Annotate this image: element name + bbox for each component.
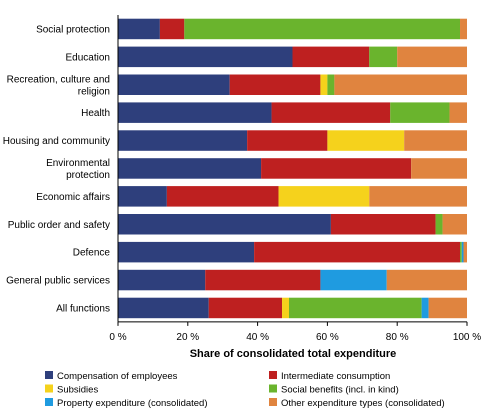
x-axis: 0 % 20 % 40 % 60 % 80 % 100 %	[109, 15, 481, 343]
legend-swatch	[45, 398, 53, 406]
bar-segment	[118, 102, 272, 123]
bar-segment	[208, 297, 283, 319]
x-tick-label: 60 %	[316, 332, 339, 343]
legend-swatch	[269, 371, 277, 379]
bar-segment	[118, 18, 160, 40]
legend-label: Subsidies	[57, 385, 98, 396]
bar-segment	[369, 46, 398, 68]
bar-segment	[118, 46, 293, 68]
bar-segment	[166, 186, 279, 207]
category-label: Health	[81, 108, 110, 119]
bar-segment	[278, 186, 370, 207]
bar-segment	[421, 297, 429, 319]
category-label: religion	[78, 86, 110, 97]
legend-label: Compensation of employees	[57, 371, 178, 382]
legend-swatch	[45, 384, 53, 393]
category-label: General public services	[6, 276, 110, 287]
x-tick-label: 0 %	[109, 332, 126, 343]
bar-segment	[461, 241, 464, 263]
category-label: Social protection	[36, 25, 110, 36]
bar-segment	[118, 241, 255, 263]
bars-layer	[118, 18, 467, 319]
category-label: protection	[66, 170, 110, 181]
bar-segment	[449, 102, 467, 123]
x-axis-title: Share of consolidated total expenditure	[190, 348, 397, 360]
bar-segment	[118, 130, 248, 151]
bar-segment	[320, 74, 328, 95]
bar-segment	[247, 130, 328, 151]
category-label: Environmental	[46, 158, 110, 169]
bar-segment	[118, 186, 167, 207]
legend-swatch	[269, 384, 277, 393]
bar-segment	[435, 214, 443, 235]
bar-segment	[460, 241, 462, 263]
category-labels: Social protection Education Recreation, cu…	[3, 25, 111, 315]
legend-swatch	[269, 398, 277, 406]
bar-segment	[463, 241, 467, 263]
category-label: All functions	[56, 303, 110, 314]
bar-segment	[327, 74, 335, 95]
x-tick-label: 100 %	[453, 332, 481, 343]
bar-segment	[205, 269, 321, 291]
legend-label: Property expenditure (consolidated)	[57, 398, 208, 409]
bar-segment	[118, 74, 230, 95]
bar-segment	[334, 74, 467, 95]
legend: Compensation of employees Intermediate co…	[45, 371, 445, 409]
x-tick-label: 40 %	[246, 332, 269, 343]
category-label: Education	[66, 52, 110, 63]
legend-label: Intermediate consumption	[281, 371, 390, 382]
bar-segment	[159, 18, 185, 40]
bar-segment	[460, 18, 467, 40]
bar-segment	[386, 269, 467, 291]
legend-label: Social benefits (incl. in kind)	[281, 385, 399, 396]
bar-segment	[289, 297, 422, 319]
bar-segment	[261, 158, 412, 179]
bar-segment	[118, 158, 262, 179]
bar-segment	[404, 130, 467, 151]
legend-label: Other expenditure types (consolidated)	[281, 398, 445, 409]
bar-segment	[254, 241, 461, 263]
bar-segment	[327, 130, 405, 151]
category-label: Defence	[73, 248, 111, 259]
bar-segment	[229, 74, 321, 95]
bar-segment	[292, 46, 370, 68]
bar-segment	[282, 297, 290, 319]
bar-segment	[390, 102, 450, 123]
category-label: Housing and community	[3, 136, 110, 147]
category-label: Recreation, culture and	[7, 74, 110, 85]
bar-segment	[118, 269, 206, 291]
category-label: Public order and safety	[8, 220, 110, 231]
bar-segment	[118, 214, 331, 235]
bar-segment	[397, 46, 467, 68]
x-tick-label: 80 %	[386, 332, 409, 343]
x-tick-label: 20 %	[176, 332, 199, 343]
bar-segment	[118, 297, 209, 319]
bar-segment	[184, 18, 461, 40]
bar-segment	[411, 158, 467, 179]
bar-segment	[330, 214, 436, 235]
bar-segment	[442, 214, 467, 235]
legend-swatch	[45, 371, 53, 379]
bar-segment	[271, 102, 391, 123]
bar-segment	[369, 186, 467, 207]
category-label: Economic affairs	[36, 192, 110, 203]
bar-segment	[428, 297, 467, 319]
bar-segment	[320, 269, 387, 291]
